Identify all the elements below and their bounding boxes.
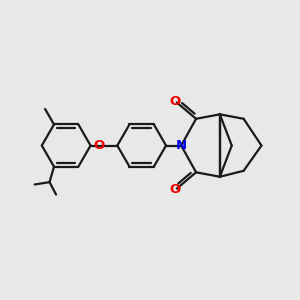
Text: N: N bbox=[176, 139, 187, 152]
Text: O: O bbox=[93, 139, 104, 152]
Text: O: O bbox=[169, 183, 181, 196]
Text: O: O bbox=[169, 95, 181, 108]
